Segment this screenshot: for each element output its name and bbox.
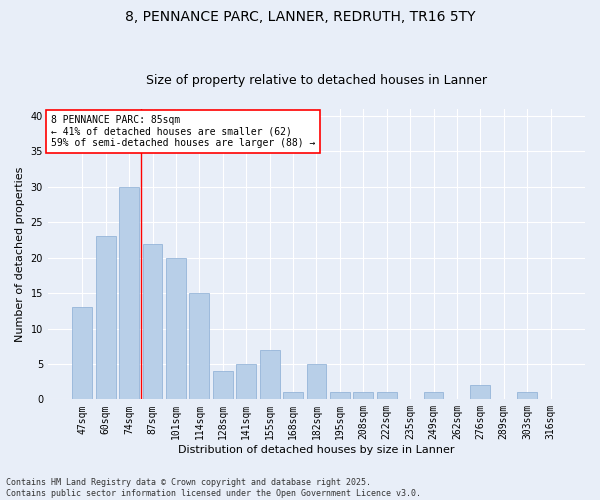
Bar [213, 371, 233, 400]
Bar [260, 350, 280, 400]
Bar [377, 392, 397, 400]
Bar [353, 392, 373, 400]
Bar [190, 293, 209, 400]
Bar [236, 364, 256, 400]
Text: 8 PENNANCE PARC: 85sqm
← 41% of detached houses are smaller (62)
59% of semi-det: 8 PENNANCE PARC: 85sqm ← 41% of detached… [50, 115, 315, 148]
Bar [119, 187, 139, 400]
Bar [166, 258, 186, 400]
Bar [73, 308, 92, 400]
Bar [470, 385, 490, 400]
Text: Contains HM Land Registry data © Crown copyright and database right 2025.
Contai: Contains HM Land Registry data © Crown c… [6, 478, 421, 498]
Bar [96, 236, 116, 400]
Bar [307, 364, 326, 400]
Title: Size of property relative to detached houses in Lanner: Size of property relative to detached ho… [146, 74, 487, 87]
Bar [283, 392, 303, 400]
Bar [424, 392, 443, 400]
Text: 8, PENNANCE PARC, LANNER, REDRUTH, TR16 5TY: 8, PENNANCE PARC, LANNER, REDRUTH, TR16 … [125, 10, 475, 24]
X-axis label: Distribution of detached houses by size in Lanner: Distribution of detached houses by size … [178, 445, 455, 455]
Bar [517, 392, 537, 400]
Bar [330, 392, 350, 400]
Y-axis label: Number of detached properties: Number of detached properties [15, 166, 25, 342]
Bar [143, 244, 163, 400]
